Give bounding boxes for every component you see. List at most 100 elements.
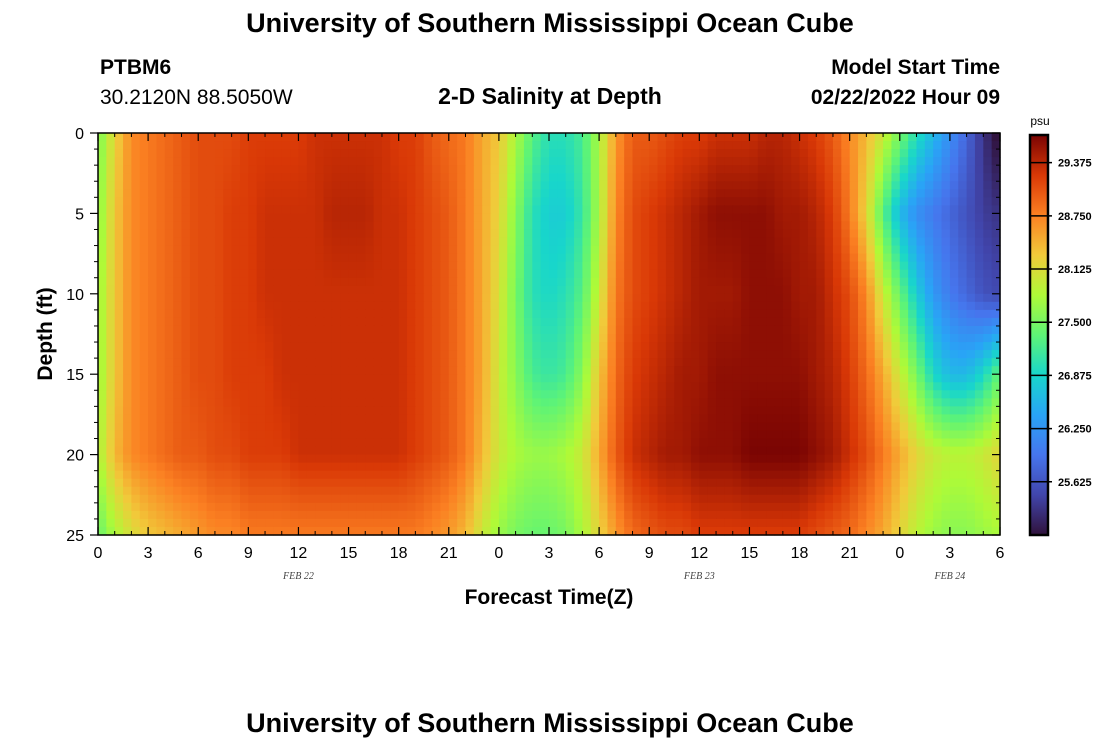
heatmap-cell — [448, 486, 458, 496]
heatmap-cell — [699, 269, 709, 279]
heatmap-cell — [290, 382, 300, 391]
heatmap-cell — [824, 253, 834, 263]
heatmap-cell — [381, 325, 391, 335]
heatmap-cell — [966, 189, 976, 198]
heatmap-cell — [849, 133, 859, 142]
heatmap-cell — [507, 197, 517, 206]
heatmap-cell — [832, 157, 842, 166]
heatmap-cell — [315, 173, 325, 182]
heatmap-cell — [916, 382, 926, 391]
heatmap-cell — [615, 422, 625, 432]
heatmap-cell — [432, 350, 442, 359]
heatmap-cell — [716, 325, 725, 335]
heatmap-cell — [265, 486, 274, 496]
heatmap-cell — [933, 414, 943, 424]
heatmap-cell — [565, 245, 575, 255]
heatmap-cell — [365, 478, 375, 488]
heatmap-cell — [549, 189, 558, 198]
heatmap-cell — [523, 334, 533, 343]
heatmap-cell — [883, 325, 893, 335]
heatmap-cell — [799, 438, 809, 448]
heatmap-cell — [682, 398, 692, 407]
heatmap-cell — [256, 486, 266, 496]
heatmap-cell — [348, 133, 358, 142]
heatmap-cell — [398, 486, 408, 496]
heatmap-cell — [615, 229, 625, 239]
heatmap-cell — [657, 269, 667, 279]
heatmap-cell — [340, 446, 350, 456]
heatmap-cell — [974, 446, 984, 456]
heatmap-cell — [891, 478, 901, 488]
heatmap-cell — [841, 334, 851, 343]
heatmap-cell — [640, 366, 650, 375]
heatmap-cell — [916, 189, 926, 198]
heatmap-cell — [340, 325, 350, 335]
heatmap-cell — [365, 358, 375, 367]
heatmap-cell — [757, 366, 767, 375]
heatmap-cell — [315, 382, 325, 391]
heatmap-cell — [457, 269, 467, 279]
heatmap-cell — [423, 494, 433, 504]
heatmap-cell — [365, 237, 375, 247]
heatmap-cell — [331, 253, 341, 263]
heatmap-cell — [557, 261, 567, 271]
heatmap-cell — [549, 454, 558, 464]
heatmap-cell — [716, 470, 725, 480]
heatmap-cell — [741, 334, 751, 343]
heatmap-cell — [707, 334, 717, 343]
heatmap-cell — [716, 366, 725, 375]
heatmap-cell — [908, 221, 918, 231]
heatmap-cell — [941, 462, 951, 472]
heatmap-cell — [482, 317, 492, 327]
heatmap-cell — [407, 317, 416, 327]
heatmap-cell — [214, 141, 224, 150]
heatmap-cell — [298, 366, 308, 375]
heatmap-cell — [256, 197, 266, 206]
heatmap-cell — [181, 165, 191, 174]
heatmap-cell — [465, 165, 475, 174]
heatmap-cell — [966, 438, 976, 448]
heatmap-cell — [448, 446, 458, 456]
heatmap-cell — [223, 342, 233, 351]
heatmap-cell — [924, 277, 934, 287]
heatmap-cell — [549, 398, 558, 407]
heatmap-cell — [440, 197, 450, 206]
heatmap-cell — [373, 285, 383, 295]
heatmap-cell — [390, 406, 400, 415]
heatmap-cell — [156, 301, 166, 311]
heatmap-cell — [432, 462, 442, 472]
heatmap-cell — [239, 406, 249, 415]
heatmap-cell — [599, 261, 609, 271]
heatmap-cell — [766, 366, 776, 375]
heatmap-cell — [908, 422, 918, 432]
heatmap-cell — [164, 454, 174, 464]
heatmap-cell — [816, 165, 826, 174]
heatmap-cell — [248, 422, 258, 432]
heatmap-cell — [841, 438, 851, 448]
heatmap-cell — [490, 213, 500, 223]
heatmap-cell — [791, 358, 801, 367]
heatmap-cell — [858, 350, 867, 359]
heatmap-cell — [632, 261, 642, 271]
heatmap-cell — [849, 478, 859, 488]
heatmap-cell — [457, 277, 467, 287]
heatmap-cell — [624, 189, 634, 198]
heatmap-cell — [423, 398, 433, 407]
heatmap-cell — [457, 478, 467, 488]
heatmap-cell — [974, 245, 984, 255]
heatmap-cell — [331, 245, 341, 255]
heatmap-cell — [724, 414, 734, 424]
heatmap-cell — [432, 261, 442, 271]
heatmap-cell — [381, 486, 391, 496]
heatmap-cell — [974, 317, 984, 327]
heatmap-cell — [198, 470, 208, 480]
heatmap-cell — [540, 462, 550, 472]
heatmap-cell — [139, 253, 149, 263]
heatmap-cell — [206, 269, 216, 279]
heatmap-cell — [340, 358, 350, 367]
heatmap-cell — [248, 414, 258, 424]
heatmap-cell — [590, 366, 600, 375]
heatmap-cell — [381, 173, 391, 182]
heatmap-cell — [98, 414, 107, 424]
heatmap-cell — [148, 350, 158, 359]
